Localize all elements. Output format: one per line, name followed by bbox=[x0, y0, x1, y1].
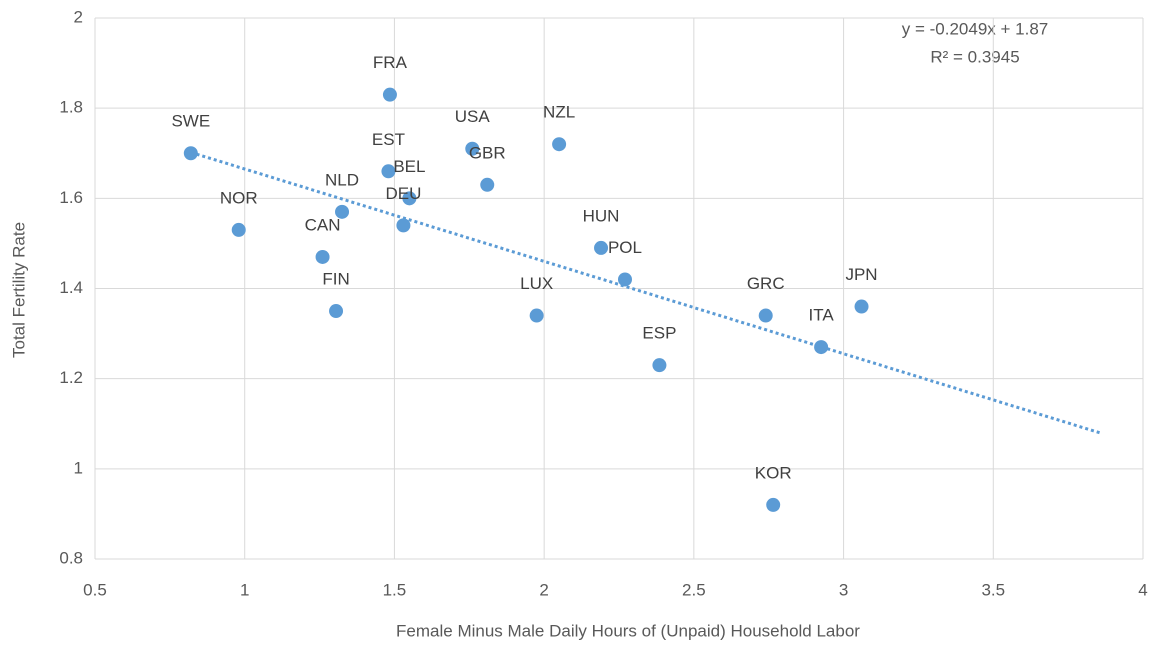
x-tick-label: 1.5 bbox=[383, 580, 407, 599]
y-tick-label: 1.8 bbox=[59, 98, 83, 117]
x-tick-label: 0.5 bbox=[83, 580, 107, 599]
x-tick-label: 4 bbox=[1138, 580, 1147, 599]
point-label: KOR bbox=[755, 463, 792, 482]
point-label: BEL bbox=[393, 157, 425, 176]
y-tick-label: 1.6 bbox=[59, 188, 83, 207]
x-axis-label: Female Minus Male Daily Hours of (Unpaid… bbox=[396, 621, 860, 640]
point bbox=[480, 177, 495, 192]
point-label: FRA bbox=[373, 53, 408, 72]
x-tick-label: 2 bbox=[539, 580, 548, 599]
point bbox=[231, 222, 246, 237]
point-label: SWE bbox=[171, 112, 210, 131]
point-label: NZL bbox=[543, 103, 575, 122]
point-label: EST bbox=[372, 130, 405, 149]
point-label: LUX bbox=[520, 274, 553, 293]
point bbox=[183, 146, 198, 161]
point-label: POL bbox=[608, 238, 642, 257]
point-label: DEU bbox=[385, 184, 421, 203]
point-label: JPN bbox=[845, 265, 877, 284]
point-label: GRC bbox=[747, 274, 785, 293]
point bbox=[381, 164, 396, 179]
y-tick-label: 1.2 bbox=[59, 368, 83, 387]
x-tick-label: 2.5 bbox=[682, 580, 706, 599]
point-label: FIN bbox=[322, 270, 349, 289]
trend-r-squared: R² = 0.3945 bbox=[930, 47, 1019, 66]
y-tick-label: 1.4 bbox=[59, 278, 83, 297]
point bbox=[594, 240, 609, 255]
point-label: ITA bbox=[809, 306, 835, 325]
point bbox=[652, 358, 667, 373]
point bbox=[402, 191, 417, 206]
x-tick-label: 3.5 bbox=[981, 580, 1005, 599]
point bbox=[529, 308, 544, 323]
x-tick-label: 3 bbox=[839, 580, 848, 599]
y-tick-label: 2 bbox=[74, 7, 83, 26]
trend-equation: y = -0.2049x + 1.87 bbox=[902, 19, 1049, 38]
point bbox=[335, 204, 350, 219]
point-label: USA bbox=[455, 107, 491, 126]
point-label: NLD bbox=[325, 170, 359, 189]
point-label: HUN bbox=[583, 206, 620, 225]
y-axis-label: Total Fertility Rate bbox=[9, 222, 28, 358]
point bbox=[854, 299, 869, 314]
trendline bbox=[190, 150, 1102, 435]
point bbox=[382, 87, 397, 102]
point-label: GBR bbox=[469, 143, 506, 162]
point-label: ESP bbox=[642, 324, 676, 343]
point bbox=[396, 218, 411, 233]
point-label: CAN bbox=[305, 215, 341, 234]
point bbox=[329, 304, 344, 319]
y-tick-label: 0.8 bbox=[59, 548, 83, 567]
x-tick-label: 1 bbox=[240, 580, 249, 599]
y-tick-label: 1 bbox=[74, 458, 83, 477]
point-label: NOR bbox=[220, 188, 258, 207]
point bbox=[315, 249, 330, 264]
point bbox=[552, 137, 567, 152]
point bbox=[617, 272, 632, 287]
point bbox=[814, 340, 829, 355]
point bbox=[758, 308, 773, 323]
point bbox=[465, 141, 480, 156]
point bbox=[766, 497, 781, 512]
